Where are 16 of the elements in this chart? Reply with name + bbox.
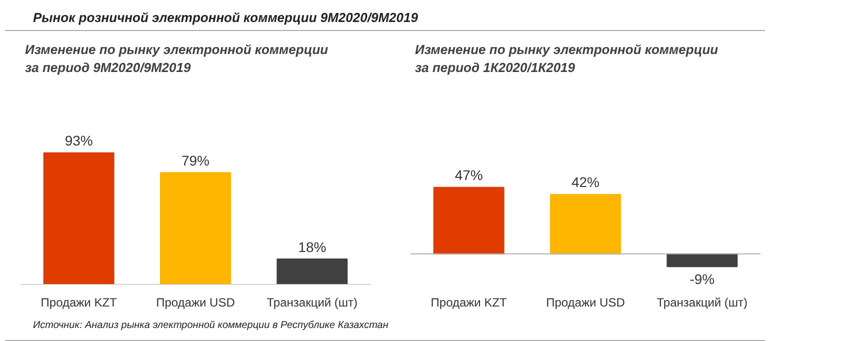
x-tick-label: Продажи KZT xyxy=(430,296,508,310)
x-tick-label: Продажи USD xyxy=(546,296,626,310)
data-label: 79% xyxy=(181,152,210,168)
data-label: 18% xyxy=(298,238,326,255)
data-label: -9% xyxy=(690,270,715,287)
x-tick-label: Продажи USD xyxy=(156,296,236,310)
chart-subtitle: Изменение по рынку электронной коммерции за период 1К2020/1К2019 xyxy=(415,41,718,77)
chart-title: Рынок розничной электронной коммерции 9М2020/9М2019 xyxy=(33,9,418,27)
data-label: 42% xyxy=(571,174,600,190)
chart-subtitle: Изменение по рынку электронной коммерции за период 9М2020/9М2019 xyxy=(25,41,328,77)
x-tick-label: Транзакций (шт) xyxy=(266,296,358,310)
x-tick-label: Транзакций (шт) xyxy=(656,296,748,310)
data-label: 93% xyxy=(64,132,93,149)
text: Источник: Анализ рынка электронной коммерции в Республике Казахстан xyxy=(33,319,388,333)
x-tick-label: Продажи KZT xyxy=(40,296,118,310)
data-label: 47% xyxy=(454,167,483,184)
